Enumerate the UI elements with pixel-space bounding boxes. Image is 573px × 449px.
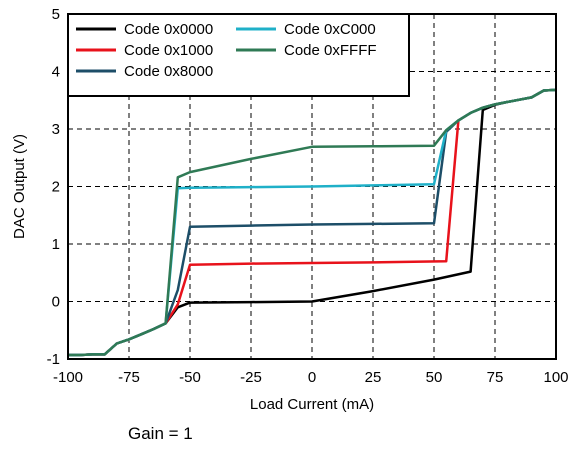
legend-box: [67, 13, 410, 97]
series-layer: [68, 88, 557, 357]
legend: Code 0x0000 Code 0x1000 Code 0x8000 Code 0x…: [67, 13, 410, 97]
legend-label: Code 0x0000: [124, 21, 213, 38]
x-tick-label: -50: [179, 369, 201, 386]
y-tick-label: 1: [52, 236, 60, 253]
y-tick-label: 4: [52, 64, 60, 81]
legend-label: Code 0xC000: [284, 21, 376, 38]
legend-label: Code 0x1000: [124, 42, 213, 59]
x-tick-label: -25: [240, 369, 262, 386]
x-tick-label: -100: [53, 369, 83, 386]
gain-caption: Gain = 1: [128, 424, 193, 443]
y-tick-label: 2: [52, 179, 60, 196]
legend-label: Code 0x8000: [124, 63, 213, 80]
x-tick-label: 0: [308, 369, 316, 386]
series-code-0xffff-line: [68, 88, 557, 357]
y-tick-label: 3: [52, 121, 60, 138]
x-tick-label: -75: [118, 369, 140, 386]
y-axis-label: DAC Output (V): [11, 134, 28, 239]
y-tick-labels: -1 0 1 2 3 4 5: [47, 6, 60, 368]
x-tick-label: 100: [543, 369, 568, 386]
y-tick-label: 5: [52, 6, 60, 23]
x-tick-label: 75: [487, 369, 504, 386]
y-tick-label: 0: [52, 294, 60, 311]
x-tick-label: 25: [365, 369, 382, 386]
y-tick-label: -1: [47, 351, 60, 368]
legend-label: Code 0xFFFF: [284, 42, 377, 59]
x-tick-labels: -100 -75 -50 -25 0 25 50 75 100: [53, 369, 569, 386]
x-tick-label: 50: [426, 369, 443, 386]
x-axis-label: Load Current (mA): [250, 396, 374, 413]
